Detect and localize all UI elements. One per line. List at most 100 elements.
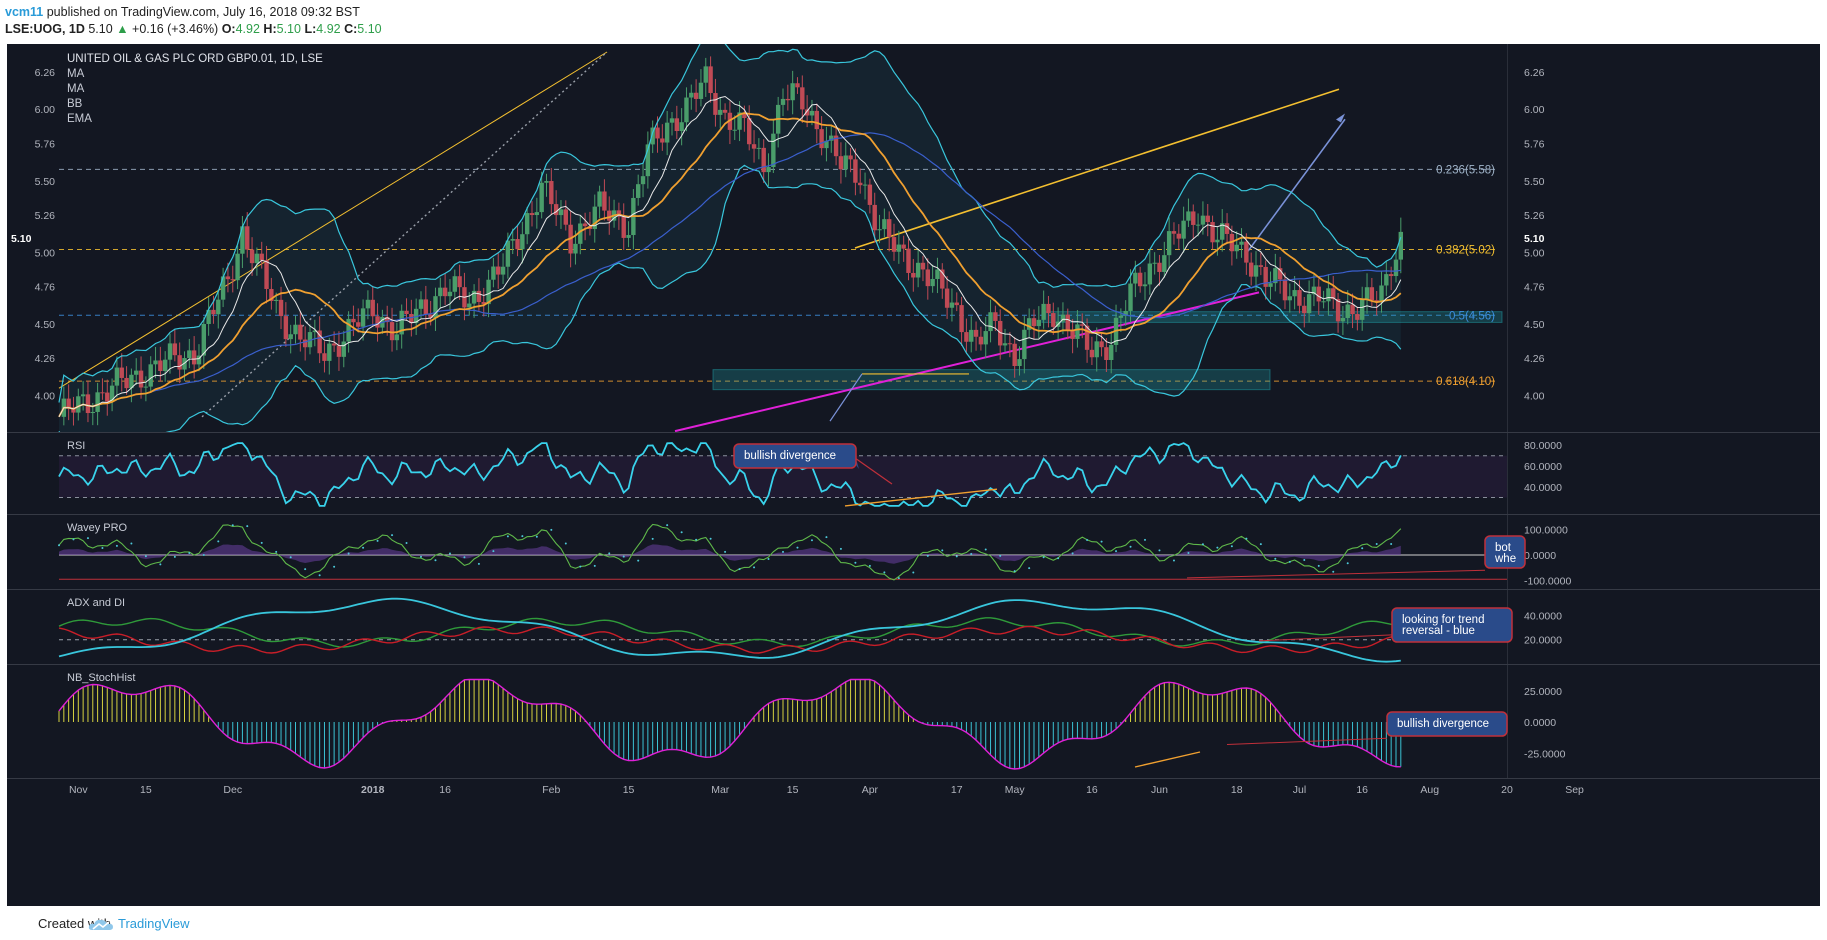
rsi-line	[58, 442, 1402, 507]
wavey-dot	[246, 525, 249, 528]
rsi-note-text: bullish divergence	[744, 450, 836, 462]
panel-separator	[7, 589, 1820, 590]
candle-body	[467, 303, 472, 308]
candle-body	[230, 279, 235, 281]
projection-arrow-head	[1336, 113, 1345, 123]
candle-body	[496, 266, 501, 275]
wavey-dot	[231, 524, 234, 527]
wavey-dot	[1288, 560, 1291, 563]
candle-body	[858, 182, 863, 186]
candle-body	[1075, 324, 1080, 339]
low-value: 4.92	[316, 22, 341, 36]
wavey-dot	[825, 536, 828, 539]
candle-body	[708, 66, 713, 94]
stoch-line	[58, 678, 1401, 770]
candle-body	[336, 345, 342, 357]
wavey-dot	[854, 561, 857, 564]
wavey-dot	[1071, 552, 1074, 555]
candle-body	[679, 122, 684, 132]
candle-body	[1297, 290, 1302, 306]
candle-body	[539, 182, 544, 213]
wavey-dot	[955, 555, 958, 558]
wavey-dot	[202, 554, 205, 557]
candle-body	[1234, 244, 1239, 252]
candle-body	[1157, 262, 1162, 272]
fib-label: 0.236(5.58)	[1436, 164, 1495, 176]
candle-body	[766, 167, 771, 173]
candle-body	[71, 407, 76, 413]
tradingview-link[interactable]: TradingView	[118, 916, 190, 931]
candle-body	[1017, 359, 1022, 367]
candle-body	[1210, 222, 1215, 243]
candle-body	[1031, 318, 1037, 327]
candle-body	[578, 223, 583, 244]
wavey-dot	[405, 541, 408, 544]
stoch-note-text: bullish divergence	[1397, 718, 1489, 730]
candle-body	[409, 314, 414, 324]
wavey-dot	[333, 565, 336, 568]
candle-body	[418, 299, 424, 309]
candle-body	[1191, 211, 1196, 225]
candle-body	[882, 219, 887, 230]
wavey-dot	[391, 534, 394, 537]
time-axis-tick: Jun	[1151, 784, 1168, 796]
candle-body	[1128, 283, 1133, 311]
candle-body	[365, 299, 371, 309]
left-price-tick: 4.26	[35, 353, 56, 365]
author-link[interactable]: vcm11	[5, 5, 44, 19]
wavey-dot	[608, 552, 611, 555]
wavey-dot	[1259, 543, 1262, 546]
candle-body	[534, 212, 540, 216]
time-axis-tick: Apr	[862, 784, 879, 796]
open-value: 4.92	[235, 22, 260, 36]
wavey-dot	[72, 538, 75, 541]
chart-svg[interactable]: 0.236(5.58) 0.382(5.02) 0.5(4.56) 0.618(4.1…	[7, 44, 1820, 906]
wavey-dot	[347, 552, 350, 555]
wavey-dot	[463, 556, 466, 559]
candle-body	[573, 243, 578, 254]
wavey-dot	[1303, 558, 1306, 561]
right-price-tick: 4.26	[1524, 353, 1545, 365]
adx-axis-tick: 20.0000	[1524, 635, 1562, 647]
candle-body	[886, 219, 892, 238]
candle-body	[829, 135, 834, 141]
candle-body	[1326, 288, 1331, 302]
candle-body	[592, 206, 597, 230]
symbol-quote-line: LSE:UOG, 1D 5.10 ▲ +0.16 (+3.46%) O:4.92…	[5, 22, 382, 36]
candle-body	[838, 156, 844, 170]
close-value: 5.10	[357, 22, 382, 36]
candle-body	[660, 138, 665, 143]
candle-body	[476, 290, 482, 302]
time-axis-tick: 15	[623, 784, 635, 796]
candle-body	[433, 296, 438, 318]
candle-body	[621, 216, 626, 238]
candle-body	[1273, 268, 1278, 284]
stoch-divergence-line	[1134, 751, 1201, 768]
candle-body	[1311, 286, 1317, 295]
wavey-dot	[362, 546, 365, 549]
chart-area[interactable]: 0.236(5.58) 0.382(5.02) 0.5(4.56) 0.618(4.1…	[7, 44, 1820, 906]
wavey-dot	[1172, 559, 1175, 562]
wavey-dot	[1332, 570, 1335, 573]
candle-body	[1152, 262, 1157, 264]
candle-body	[245, 226, 250, 250]
candle-body	[1321, 301, 1326, 303]
wavey-dot	[868, 564, 871, 567]
candle-body	[819, 129, 824, 149]
candle-body	[790, 83, 795, 101]
candle-body	[954, 302, 959, 306]
right-last-price: 5.10	[1524, 233, 1545, 245]
stoch-note-pointer	[1226, 737, 1388, 745]
wavey-dot	[666, 524, 669, 527]
candle-body	[1109, 344, 1114, 361]
candle-body	[737, 112, 742, 130]
right-price-tick: 6.00	[1524, 104, 1545, 116]
left-price-tick: 5.26	[35, 210, 56, 222]
candle-body	[1220, 223, 1225, 240]
support-zone-lower	[712, 369, 1271, 391]
candle-body	[698, 82, 704, 99]
candle-body	[66, 398, 71, 408]
wavey-dot	[1375, 543, 1378, 546]
candle-body	[1302, 305, 1307, 314]
candle-body	[689, 92, 694, 98]
